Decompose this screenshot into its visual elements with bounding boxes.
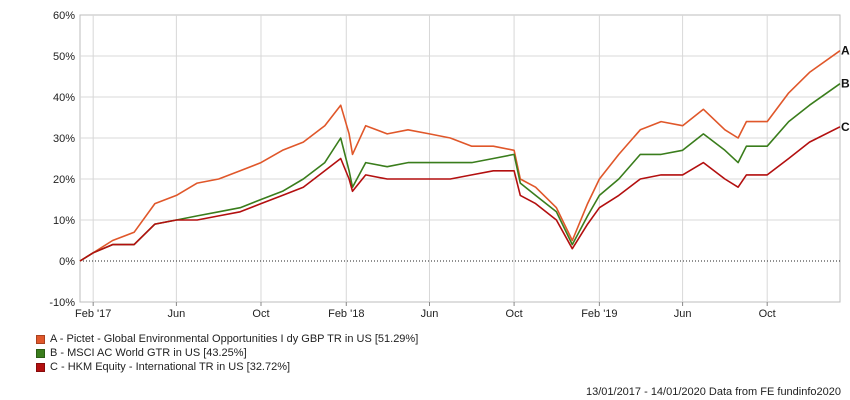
y-tick-label: 40% — [53, 92, 75, 104]
series-line-b — [79, 83, 841, 262]
y-tick-label: 60% — [53, 10, 75, 22]
series-end-label-c: C — [841, 120, 850, 134]
y-tick-label: 30% — [53, 133, 75, 145]
series-lines — [79, 50, 841, 262]
x-tick-label: Feb '18 — [328, 308, 364, 320]
legend-swatch — [36, 348, 45, 358]
legend-label: B - MSCI AC World GTR in US [43.25%] — [50, 347, 247, 359]
chart-legend: A - Pictet - Global Environmental Opport… — [36, 332, 418, 374]
data-source-footer: 13/01/2017 - 14/01/2020 Data from FE fun… — [585, 386, 841, 398]
legend-label: A - Pictet - Global Environmental Opport… — [50, 333, 419, 345]
y-tick-label: 50% — [53, 51, 75, 63]
legend-item-a: A - Pictet - Global Environmental Opport… — [36, 332, 418, 346]
series-end-label-b: B — [841, 77, 850, 91]
gridlines — [80, 15, 840, 302]
series-line-c — [79, 126, 841, 262]
y-tick-label: 0% — [59, 256, 75, 268]
y-tick-label: 20% — [53, 174, 75, 186]
x-tick-label: Jun — [168, 308, 186, 320]
y-tick-label: 10% — [53, 215, 75, 227]
legend-label: C - HKM Equity - International TR in US … — [50, 361, 291, 373]
x-tick-label: Feb '19 — [581, 308, 617, 320]
x-axis-ticks: Feb '17 Jun Oct Feb '18 Jun Oct Feb '19 Jun Oct — [75, 302, 776, 320]
series-line-a — [79, 50, 841, 262]
x-tick-label: Oct — [759, 308, 776, 320]
legend-swatch — [36, 334, 45, 344]
y-tick-label: -10% — [49, 297, 75, 309]
legend-swatch — [36, 362, 45, 372]
x-tick-label: Oct — [506, 308, 523, 320]
plot-area — [79, 14, 841, 303]
y-axis-ticks: -10% 0% 10% 20% 30% 40% 50% 60% — [49, 10, 75, 309]
x-tick-label: Jun — [674, 308, 692, 320]
legend-item-b: B - MSCI AC World GTR in US [43.25%] — [36, 346, 418, 360]
legend-item-c: C - HKM Equity - International TR in US … — [36, 360, 418, 374]
series-end-label-a: A — [841, 44, 850, 58]
x-tick-label: Jun — [421, 308, 439, 320]
x-tick-label: Oct — [252, 308, 269, 320]
x-tick-label: Feb '17 — [75, 308, 111, 320]
series-end-labels: A B C — [841, 44, 850, 134]
